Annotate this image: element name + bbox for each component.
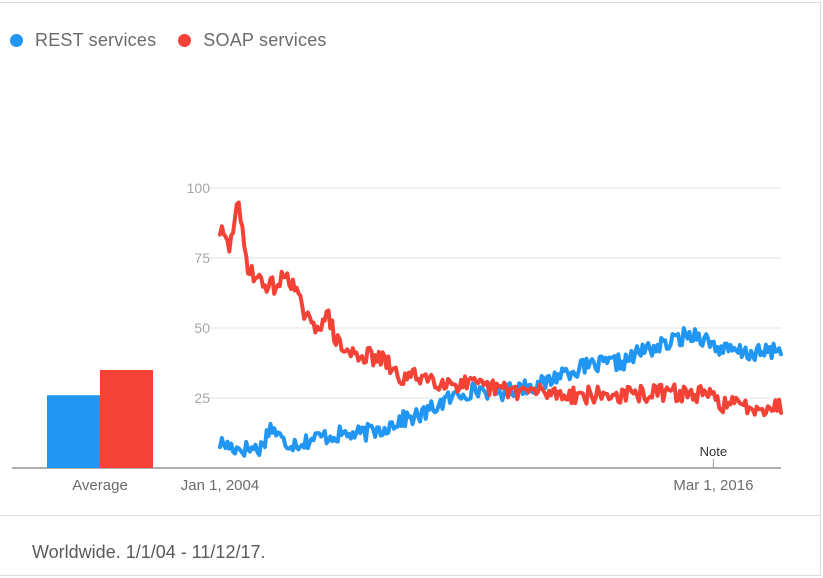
- series-line-rest: [218, 326, 783, 458]
- series-line-soap: [218, 200, 783, 418]
- y-tick-label-50: 50: [194, 320, 210, 336]
- y-tick-label-25: 25: [194, 390, 210, 406]
- legend-label-rest: REST services: [35, 30, 157, 50]
- y-tick-label-75: 75: [194, 250, 210, 266]
- footer-divider: [0, 515, 821, 516]
- x-tick-label-start: Jan 1, 2004: [181, 477, 259, 494]
- y-tick-label-100: 100: [187, 180, 211, 196]
- x-tick-label-end: Mar 1, 2016: [673, 477, 753, 494]
- legend-dot-rest: [10, 34, 23, 47]
- legend-dot-soap: [178, 34, 192, 47]
- note-label: Note: [700, 444, 727, 459]
- legend-item-soap[interactable]: SOAP services: [178, 30, 326, 51]
- legend-label-soap: SOAP services: [203, 30, 327, 50]
- average-bar-rest: [47, 395, 100, 468]
- footer-text: Worldwide. 1/1/04 - 11/12/17.: [32, 542, 266, 562]
- average-bar-soap: [100, 370, 153, 468]
- legend-item-rest[interactable]: REST services: [10, 30, 156, 51]
- average-label: Average: [72, 477, 128, 494]
- legend: REST services SOAP services: [10, 30, 349, 51]
